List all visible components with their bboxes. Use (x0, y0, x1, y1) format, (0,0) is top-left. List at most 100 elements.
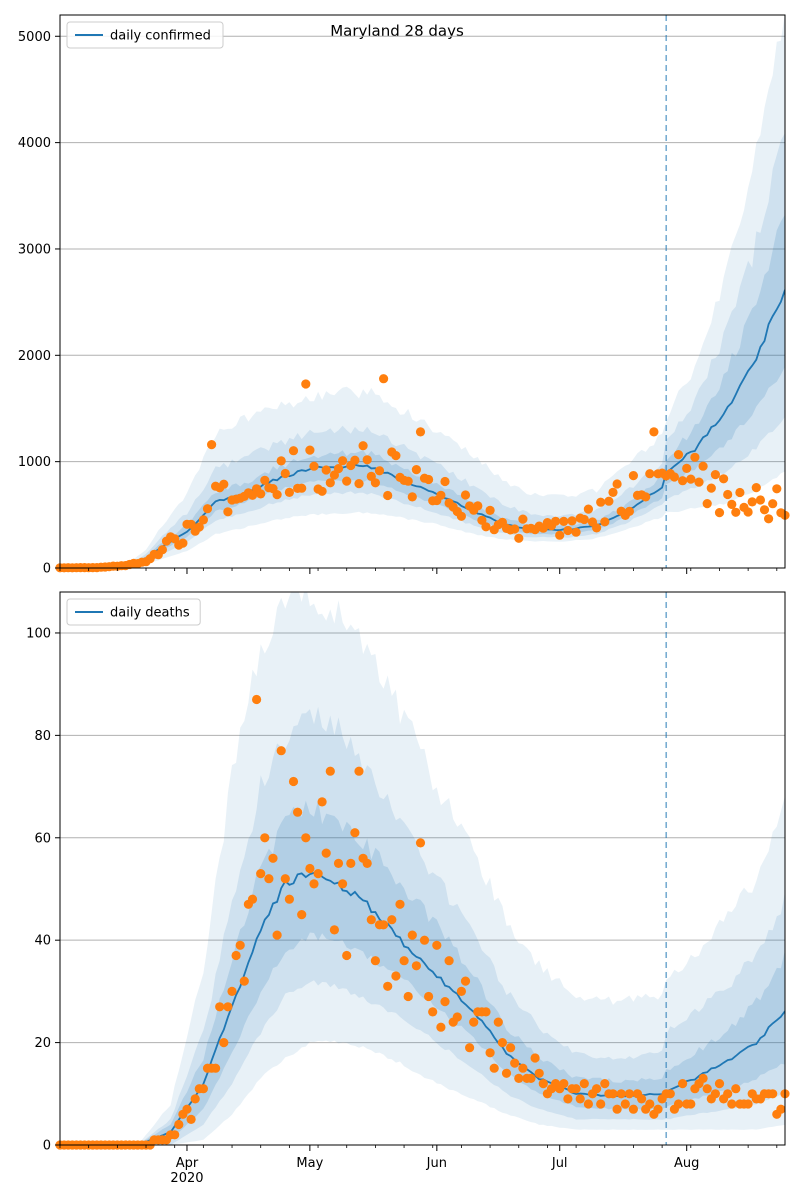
uncertainty-band-mid (60, 706, 785, 1145)
legend-box (66, 21, 224, 49)
observed-point (157, 545, 167, 555)
figure-title: Maryland 28 days (330, 22, 464, 40)
observed-point (514, 1073, 524, 1083)
observed-point (493, 1017, 503, 1027)
observed-point (354, 479, 364, 489)
observed-point (768, 1089, 778, 1099)
x-tick-label: Apr (176, 1156, 199, 1171)
observed-point (604, 496, 614, 506)
y-tick-label: 2000 (18, 349, 51, 364)
observed-point (538, 1079, 548, 1089)
observed-point (383, 981, 393, 991)
observed-point (293, 807, 303, 817)
observed-point (719, 474, 729, 484)
observed-point (297, 910, 307, 920)
observed-point (710, 470, 721, 480)
observed-point (186, 1114, 196, 1124)
y-tick-label: 20 (34, 1036, 51, 1051)
observed-point (317, 797, 327, 807)
observed-point (288, 776, 299, 787)
observed-point (727, 1099, 737, 1109)
observed-point (686, 474, 696, 484)
y-tick-label: 5000 (18, 30, 51, 45)
y-tick-label: 1000 (18, 455, 51, 470)
observed-point (272, 490, 282, 500)
observed-point (583, 1099, 594, 1109)
observed-point (682, 463, 692, 473)
plot-area (60, 592, 785, 1145)
y-tick-label: 0 (43, 562, 51, 577)
observed-point (362, 455, 372, 465)
observed-point (415, 427, 426, 437)
observed-point (436, 1022, 446, 1032)
observed-point (178, 538, 188, 548)
observed-point (518, 514, 528, 524)
observed-point (317, 486, 327, 496)
observed-point (645, 469, 655, 479)
legend: daily deaths (66, 598, 201, 626)
observed-point (379, 374, 389, 384)
uncertainty-band-mid (60, 133, 785, 568)
observed-point (723, 489, 733, 500)
observed-point (231, 950, 241, 961)
observed-point (215, 1002, 225, 1012)
observed-point (325, 766, 335, 776)
observed-point (514, 533, 524, 543)
observed-point (411, 961, 421, 971)
observed-point (641, 492, 651, 502)
observed-point (202, 504, 213, 514)
observed-point (596, 1099, 606, 1109)
observed-point (698, 1073, 708, 1083)
observed-point (411, 465, 421, 475)
observed-point (645, 1099, 655, 1109)
observed-point (678, 1079, 688, 1089)
observed-point (710, 1089, 721, 1099)
observed-point (706, 483, 716, 493)
observed-point (321, 465, 331, 475)
observed-point (465, 1043, 475, 1053)
observed-point (456, 986, 466, 997)
observed-point (362, 858, 372, 869)
model-line (60, 289, 785, 568)
observed-point (391, 451, 401, 461)
observed-point (616, 1089, 626, 1099)
observed-point (559, 1079, 569, 1089)
y-tick-label: 60 (34, 831, 51, 846)
observed-point (592, 523, 602, 533)
observed-point (555, 530, 565, 540)
observed-point (370, 956, 380, 966)
observed-point (288, 446, 299, 456)
observed-point (665, 1089, 675, 1099)
observed-point (346, 858, 356, 869)
observed-point (678, 476, 688, 486)
observed-point (620, 1099, 630, 1109)
x-tick-label: May (296, 1156, 323, 1171)
observed-point (305, 863, 315, 874)
observed-point (600, 1079, 610, 1089)
observed-point (723, 1089, 733, 1099)
observed-point (260, 475, 270, 485)
observed-point (247, 894, 258, 904)
y-tick-label: 100 (26, 626, 51, 641)
observed-point (194, 522, 204, 532)
legend-box (66, 598, 201, 626)
observed-point (297, 483, 307, 493)
observed-point (653, 1104, 663, 1114)
observed-point (272, 930, 282, 940)
observed-point (383, 490, 393, 501)
observed-point (227, 986, 237, 997)
observed-point (751, 483, 761, 493)
observed-point (612, 479, 622, 489)
observed-point (374, 466, 385, 476)
observed-point (333, 858, 344, 869)
observed-point (759, 505, 770, 515)
observed-point (481, 1007, 491, 1017)
observed-point (403, 991, 413, 1002)
observed-point (325, 478, 335, 488)
observed-point (764, 514, 774, 524)
observed-point (460, 490, 471, 500)
observed-point (612, 1104, 622, 1114)
observed-point (403, 476, 413, 486)
observed-point (579, 514, 589, 525)
observed-point (596, 497, 606, 507)
